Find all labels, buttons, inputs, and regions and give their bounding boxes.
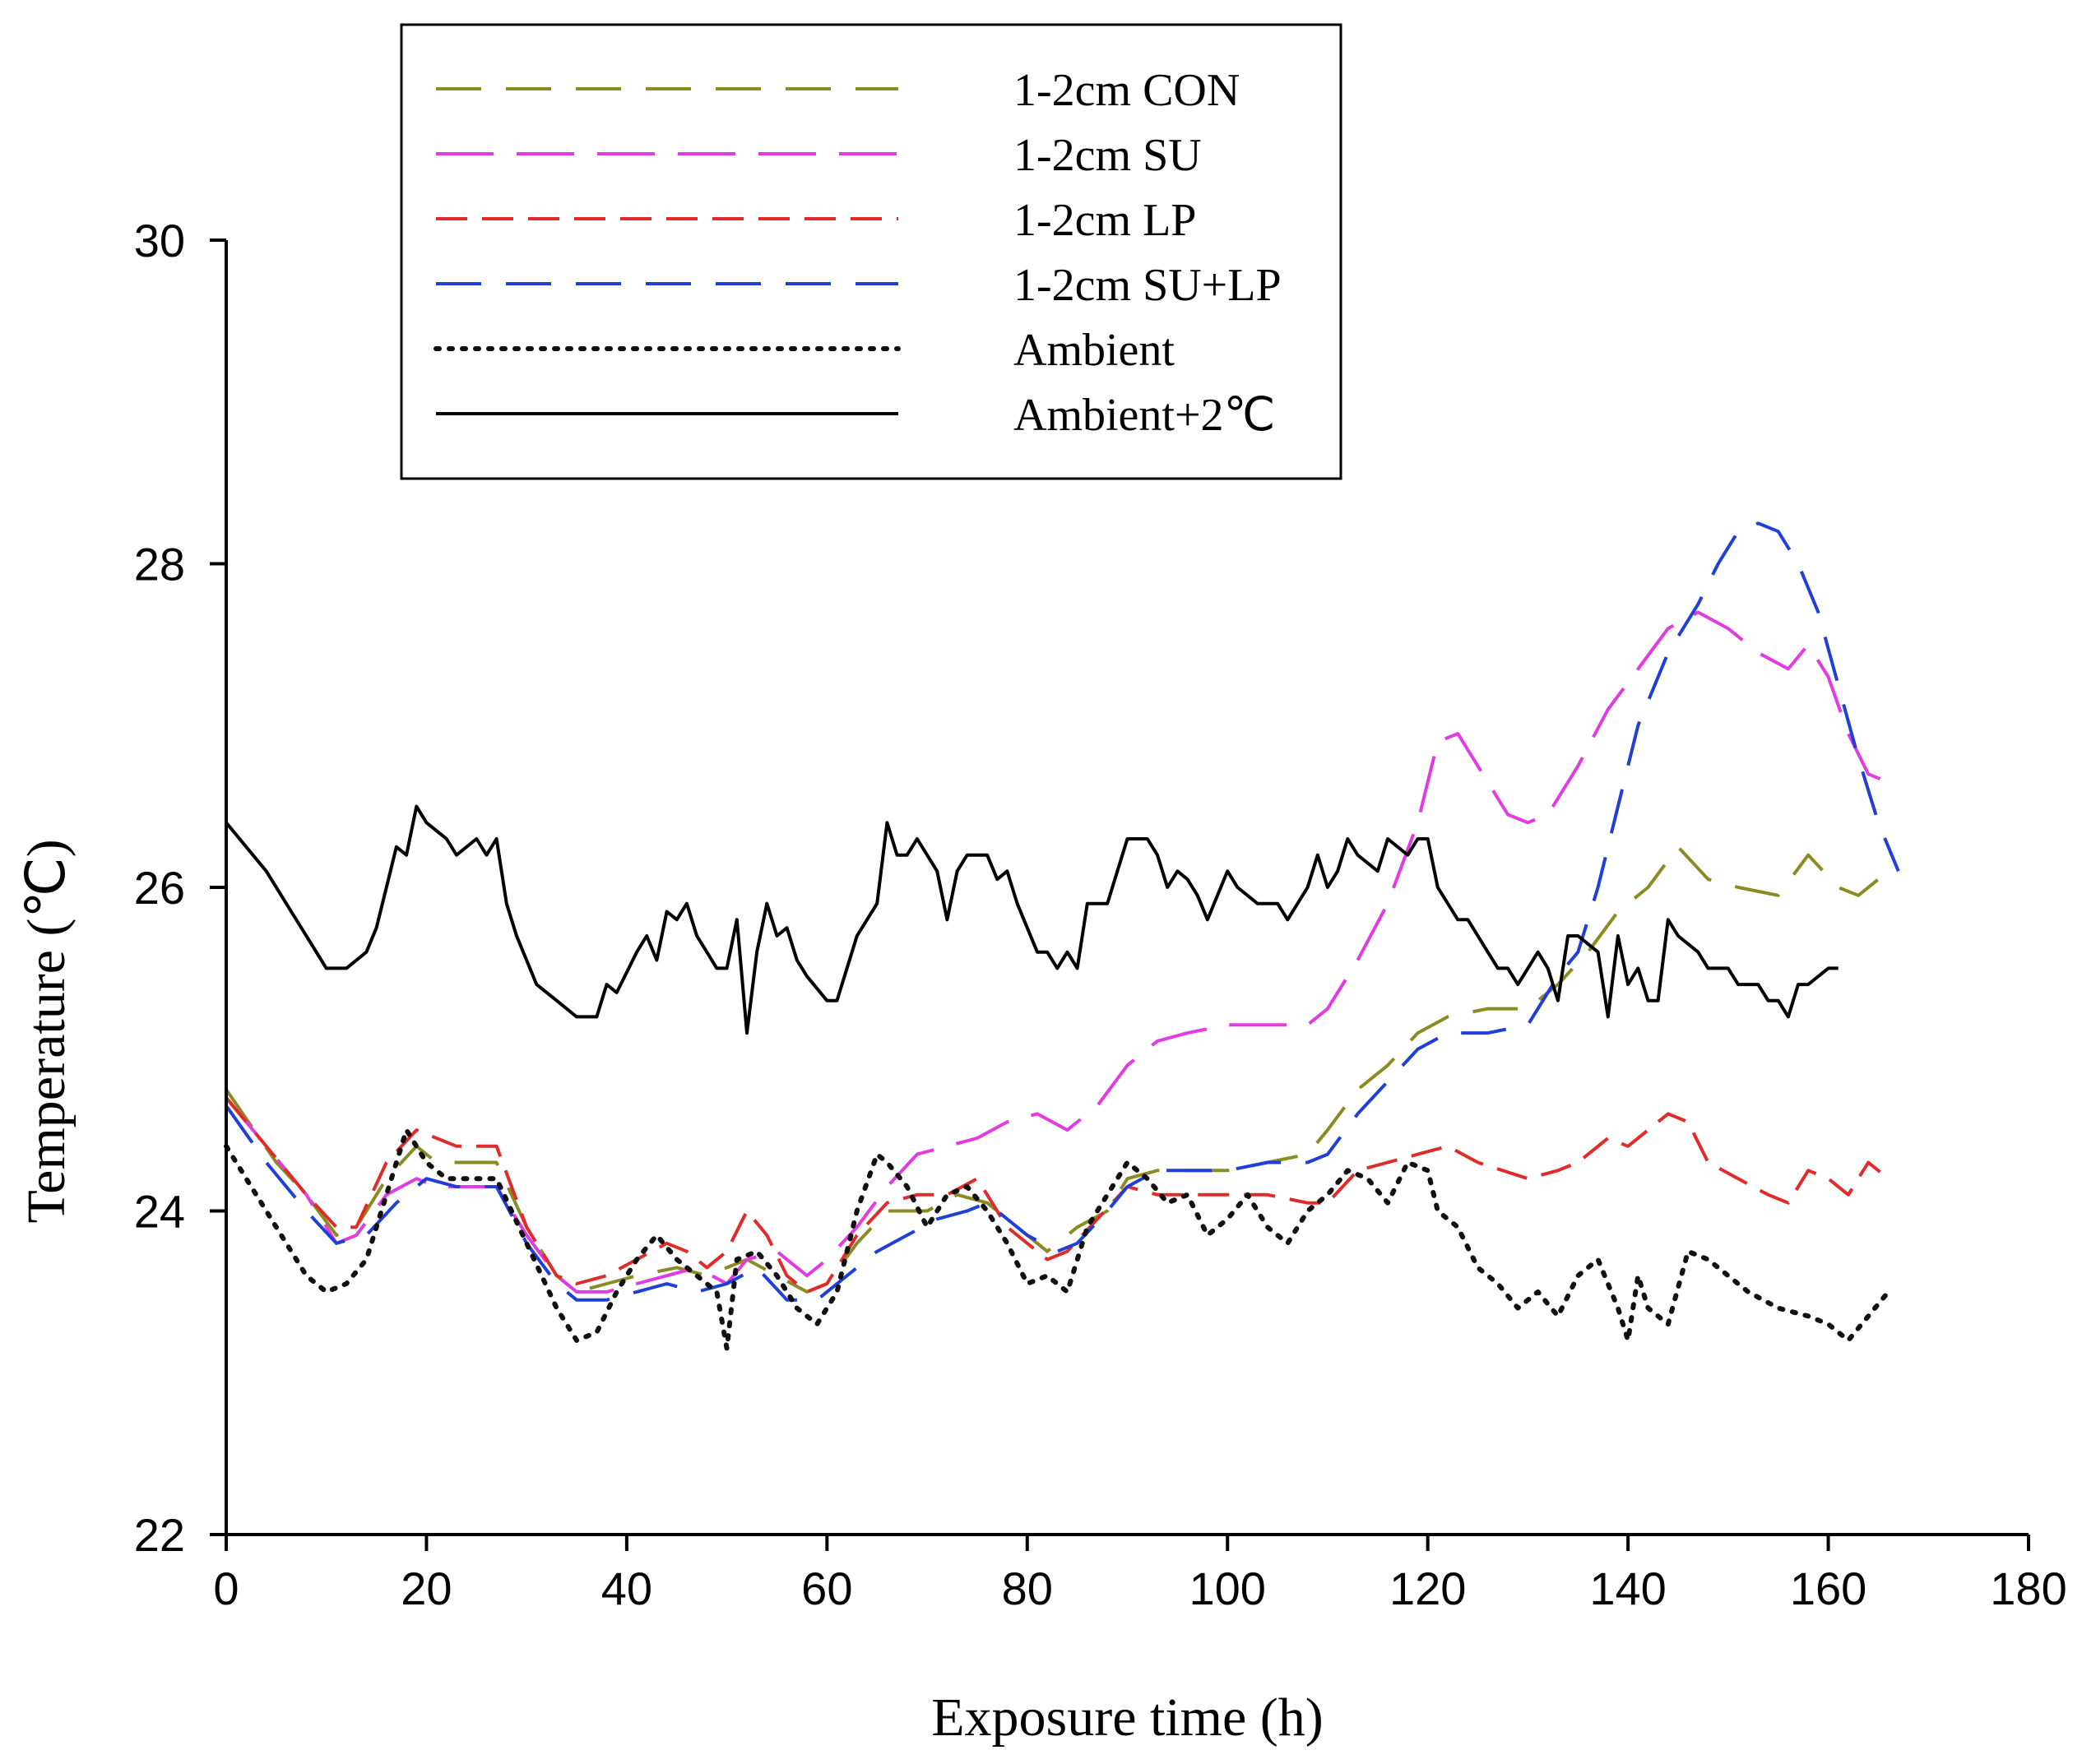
- legend-label: 1-2cm SU: [1013, 130, 1202, 181]
- series-line-6: [225, 804, 1839, 1035]
- y-tick-label: 30: [134, 215, 185, 266]
- x-tick-label: 160: [1790, 1563, 1866, 1614]
- y-tick-label: 28: [134, 539, 185, 590]
- legend-label: 1-2cm CON: [1013, 65, 1240, 116]
- x-axis-title: Exposure time (h): [931, 1688, 1324, 1748]
- series-line-1: [225, 845, 1899, 1294]
- x-tick-label: 120: [1389, 1563, 1466, 1614]
- x-tick-label: 20: [401, 1563, 452, 1614]
- y-tick-label: 26: [134, 862, 185, 914]
- x-tick-label: 0: [213, 1563, 239, 1614]
- y-axis-title: Temperature (℃): [16, 839, 77, 1223]
- series-layer: [224, 521, 1900, 1351]
- x-tick-label: 80: [1002, 1563, 1053, 1614]
- x-tick-label: 100: [1189, 1563, 1266, 1614]
- legend-label: Ambient+2℃: [1013, 390, 1275, 441]
- series-line-4: [225, 521, 1900, 1302]
- legend-label: Ambient: [1013, 325, 1175, 376]
- x-tick-label: 60: [801, 1563, 852, 1614]
- legend: 1-2cm CON 1-2cm SU 1-2cm LP 1-2cm SU+LP Ambi…: [400, 23, 1342, 480]
- series-line-2: [225, 610, 1890, 1294]
- legend-items: 1-2cm CON 1-2cm SU 1-2cm LP 1-2cm SU+LP Ambi…: [434, 65, 1282, 441]
- x-tick-label: 40: [601, 1563, 652, 1614]
- legend-box: [400, 23, 1342, 480]
- legend-label: 1-2cm SU+LP: [1013, 260, 1282, 311]
- x-tick-label: 140: [1589, 1563, 1666, 1614]
- ticks: 0 20 40 60 80 100 120 140 160 180 22 24 26 28 30: [134, 215, 2067, 1614]
- series-line-5: [224, 1127, 1891, 1351]
- y-tick-label: 22: [134, 1509, 185, 1561]
- y-tick-label: 24: [134, 1186, 185, 1238]
- series-line-3: [225, 1096, 1890, 1294]
- legend-label: 1-2cm LP: [1013, 195, 1196, 246]
- x-tick-label: 180: [1990, 1563, 2066, 1614]
